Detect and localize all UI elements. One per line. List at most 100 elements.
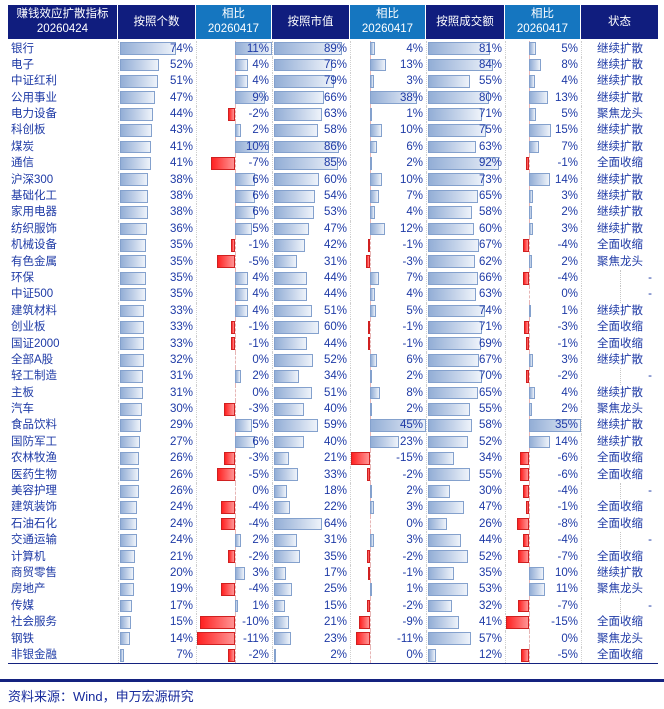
table-row: 计算机 21% -2% 35% -2% 52% -7% 全面收缩 [8,548,658,565]
change-bar [518,550,529,564]
table-row: 国防军工 27% 6% 40% 23% 52% 14% 继续扩散 [8,433,658,451]
change-bar [528,583,545,596]
value-label: 41% [169,140,193,153]
change-bar [528,42,536,56]
industry-label: 传媒 [11,599,34,612]
value-label: 21% [323,616,347,629]
value-label: 33% [169,304,193,317]
status-cell: 继续扩散 [581,56,658,74]
value-label: 20% [169,567,193,579]
count-cell: 36% [118,220,196,238]
table-row: 科创板 43% 2% 58% 10% 75% 15% 继续扩散 [8,122,658,139]
industry-label: 电力设备 [11,108,57,121]
status-cell: 聚焦龙头 [581,630,658,647]
value-label: -11% [243,632,269,645]
table-row: 轻工制造 31% 2% 34% 2% 70% -2% - [8,368,658,385]
change-bar [369,58,386,72]
percent-bar [428,288,477,301]
value-label: 4% [252,288,269,301]
status-label: 全面收缩 [597,321,643,334]
percent-bar [120,124,153,138]
percent-bar [428,337,481,351]
turnover-cell: 32% [426,597,505,615]
industry-label: 中证500 [11,288,54,301]
header-indicator-date: 20260424 [36,23,89,35]
value-label: 6% [406,140,423,153]
change-bar [521,648,529,662]
change-bar [369,107,372,121]
turnover-change-cell: 35% [505,417,581,434]
marketcap-change-cell: 1% [350,581,426,598]
value-label: 58% [323,124,347,137]
value-label: 55% [478,468,502,481]
value-label: 74% [478,304,502,317]
value-label: 31% [169,370,193,383]
percent-bar [120,632,130,646]
marketcap-change-cell: 2% [350,483,426,500]
marketcap-cell: 33% [272,466,350,484]
count-cell: 33% [118,319,196,336]
turnover-cell: 69% [426,335,505,352]
value-label: 7% [561,140,578,153]
status-label: 全面收缩 [597,517,643,530]
turnover-change-cell: 14% [505,433,581,451]
percent-bar [120,189,149,203]
status-label: - [648,534,652,547]
value-label: 6% [406,353,423,366]
percent-bar [274,107,322,121]
value-label: -4% [557,485,578,498]
value-label: 58% [478,206,502,219]
count-cell: 26% [118,483,196,500]
value-label: 65% [478,190,502,203]
axis-line [234,499,236,516]
status-cell: 继续扩散 [581,188,658,205]
percent-bar [428,91,490,105]
status-label: 全面收缩 [597,468,643,481]
count-cell: 35% [118,237,196,254]
percent-bar [120,648,125,662]
value-label: 58% [478,419,502,432]
axis-line [234,630,236,647]
value-label: 0% [252,353,269,366]
value-label: 18% [323,485,347,498]
marketcap-change-cell: 10% [350,122,426,139]
percent-bar [274,222,310,236]
value-label: -2% [248,550,269,563]
value-label: 0% [252,485,269,498]
status-cell: - [581,269,658,287]
marketcap-change-cell: 38% [350,89,426,107]
status-label: 继续扩散 [597,75,643,88]
change-bar [231,238,235,252]
axis-line [528,269,530,287]
status-label: 继续扩散 [597,190,643,203]
value-label: 57% [478,632,502,645]
industry-label: 轻工制造 [11,370,57,383]
percent-bar [120,320,145,334]
value-label: 3% [252,567,269,579]
percent-bar [428,583,469,596]
marketcap-change-cell: -15% [350,450,426,467]
percent-bar [274,353,314,367]
axis-line [234,253,236,270]
marketcap-cell: 31% [272,532,350,549]
percent-bar [274,615,290,629]
value-label: 69% [478,337,502,350]
marketcap-cell: 63% [272,106,350,123]
value-label: 3% [561,222,578,235]
count-cell: 43% [118,122,196,139]
marketcap-change-cell: 8% [350,384,426,402]
value-label: 80% [478,91,502,104]
value-label: 24% [169,501,193,514]
change-bar [234,189,255,203]
value-label: 35% [169,271,193,284]
value-label: 0% [406,517,423,530]
value-label: 36% [169,222,193,235]
change-bar [234,124,242,138]
status-label: 继续扩散 [597,419,643,432]
change-bar [220,501,235,515]
change-bar [369,386,380,400]
change-bar [369,206,375,219]
count-change-cell: 5% [196,220,272,238]
count-change-cell: -10% [196,614,272,631]
marketcap-cell: 25% [272,581,350,598]
